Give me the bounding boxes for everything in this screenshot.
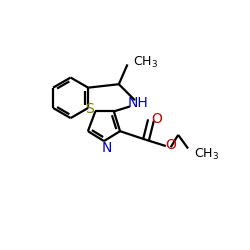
Text: CH$_3$: CH$_3$ — [134, 54, 158, 70]
Text: S: S — [86, 102, 94, 116]
Text: NH: NH — [128, 96, 148, 110]
Text: O: O — [151, 112, 162, 126]
Text: N: N — [101, 141, 112, 155]
Text: CH$_3$: CH$_3$ — [194, 147, 219, 162]
Text: O: O — [165, 138, 176, 152]
